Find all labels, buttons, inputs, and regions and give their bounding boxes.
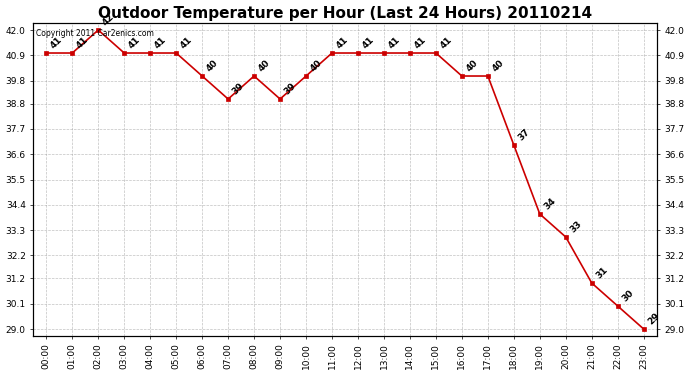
Text: 41: 41 [335, 35, 350, 50]
Text: 34: 34 [542, 196, 558, 211]
Text: 42: 42 [101, 12, 117, 27]
Text: 40: 40 [205, 58, 220, 73]
Text: 41: 41 [361, 35, 376, 50]
Text: 37: 37 [517, 127, 532, 142]
Text: 29: 29 [647, 311, 662, 326]
Text: 39: 39 [231, 81, 246, 96]
Text: 41: 41 [386, 35, 402, 50]
Text: 33: 33 [569, 219, 584, 234]
Text: 31: 31 [595, 265, 610, 280]
Text: 41: 41 [127, 35, 142, 50]
Text: 40: 40 [491, 58, 506, 73]
Text: 40: 40 [309, 58, 324, 73]
Text: 41: 41 [75, 35, 90, 50]
Text: 41: 41 [413, 35, 428, 50]
Text: 40: 40 [464, 58, 480, 73]
Text: 30: 30 [620, 288, 635, 303]
Text: 41: 41 [153, 35, 168, 50]
Text: 39: 39 [283, 81, 298, 96]
Text: 41: 41 [179, 35, 195, 50]
Text: 41: 41 [439, 35, 454, 50]
Text: 41: 41 [49, 35, 64, 50]
Title: Outdoor Temperature per Hour (Last 24 Hours) 20110214: Outdoor Temperature per Hour (Last 24 Ho… [98, 6, 592, 21]
Text: 40: 40 [257, 58, 272, 73]
Text: Copyright 2011 Car2enics.com: Copyright 2011 Car2enics.com [37, 29, 155, 38]
